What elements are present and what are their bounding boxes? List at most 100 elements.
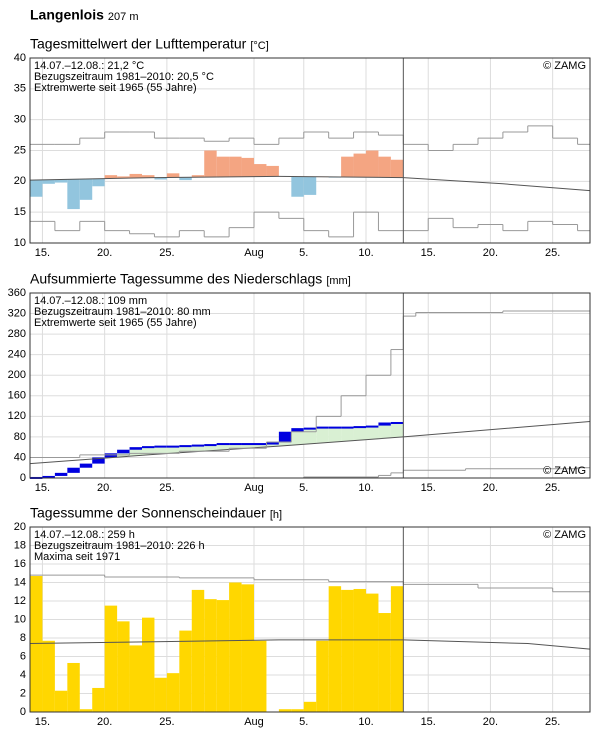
x-tick-label: 20. [97, 247, 112, 259]
daily-increment [67, 467, 80, 473]
y-tick-label: 12 [14, 595, 26, 607]
y-tick-label: 2 [20, 687, 26, 699]
daily-increment [79, 463, 93, 468]
excess-area [303, 427, 317, 444]
x-tick-label: 15. [421, 482, 436, 494]
bar [229, 582, 242, 712]
y-tick-label: 10 [14, 613, 26, 625]
anomaly-bar [254, 164, 267, 177]
reference-text: Bezugszeitraum 1981–2010: 20,5 °C [34, 71, 214, 83]
excess-area [390, 421, 404, 438]
y-tick-label: 200 [8, 369, 26, 381]
daily-increment [241, 443, 254, 446]
x-tick-label: Aug [244, 247, 264, 259]
anomaly-bar [204, 150, 217, 178]
bar [366, 593, 379, 712]
daily-increment [266, 442, 279, 445]
daily-increment [179, 445, 192, 448]
x-tick-label: 5. [299, 247, 308, 259]
station-name: Langenlois [30, 7, 104, 23]
excess-area [142, 446, 155, 455]
x-tick-label: 5. [299, 482, 308, 494]
x-tick-label: 20. [97, 482, 112, 494]
bar [54, 690, 68, 712]
anomaly-bar [341, 156, 354, 178]
panel-title: Aufsummierte Tagessumme des Niederschlag… [30, 271, 322, 287]
daily-increment [92, 457, 105, 464]
x-tick-label: 25. [159, 482, 174, 494]
bar [278, 709, 292, 712]
excess-area [341, 426, 354, 442]
anomaly-bar [229, 156, 242, 177]
excess-area [129, 447, 142, 456]
x-tick-label: 5. [299, 716, 308, 728]
plot-area [30, 293, 590, 478]
x-tick-label: 25. [545, 716, 560, 728]
extremes-text: Maxima seit 1971 [34, 551, 120, 563]
bar [241, 584, 254, 712]
unit: [°C] [250, 40, 268, 52]
excess-area [366, 425, 379, 440]
anomaly-bar [129, 173, 142, 179]
panel-title: Tagesmittelwert der Lufttemperatur [30, 36, 247, 52]
anomaly-bar [241, 157, 254, 177]
extremes-text: Extremwerte seit 1965 (55 Jahre) [34, 317, 197, 329]
plot-frame [29, 526, 591, 713]
y-tick-label: 20 [14, 521, 26, 533]
reference-line [29, 420, 591, 465]
daily-increment [129, 447, 142, 450]
bar [129, 645, 142, 712]
reference-text: Bezugszeitraum 1981–2010: 226 h [34, 540, 205, 552]
daily-increment [366, 425, 379, 428]
bar [191, 589, 205, 712]
bar [142, 617, 155, 712]
anomaly-bar [216, 156, 230, 177]
anomaly-bar [166, 173, 180, 178]
excess-area [179, 445, 192, 453]
y-tick-label: 16 [14, 558, 26, 570]
y-tick-label: 160 [8, 390, 26, 402]
y-tick-label: 40 [14, 451, 26, 463]
excess-area [191, 444, 205, 452]
anomaly-bar [266, 165, 279, 177]
unit: [mm] [326, 275, 350, 287]
anomaly-bar [378, 156, 391, 178]
daily-increment [353, 426, 366, 429]
bar [179, 630, 192, 712]
copyright: © ZAMG [543, 465, 586, 477]
bar [316, 640, 329, 712]
bar [92, 687, 105, 712]
daily-increment [328, 426, 342, 429]
y-tick-label: 280 [8, 328, 26, 340]
daily-increment [42, 475, 55, 478]
bar [390, 586, 404, 712]
anomaly-bar [42, 179, 55, 184]
y-tick-label: 8 [20, 632, 26, 644]
bar [353, 588, 366, 712]
bar [254, 640, 267, 712]
daily-increment [303, 427, 317, 430]
anomaly-bar [154, 177, 167, 180]
summary: 14.07.–12.08.: 21,2 °C [34, 60, 144, 72]
y-tick-label: 80 [14, 431, 26, 443]
reference-text: Bezugszeitraum 1981–2010: 80 mm [34, 306, 211, 318]
daily-increment [154, 445, 167, 448]
daily-increment [254, 443, 267, 446]
x-tick-label: 25. [159, 247, 174, 259]
x-tick-label: 25. [545, 482, 560, 494]
bar [79, 709, 93, 712]
plot-frame [29, 292, 591, 479]
bar [30, 576, 43, 712]
anomaly-bar [92, 178, 105, 187]
daily-increment [166, 445, 180, 448]
x-tick-label: 15. [421, 247, 436, 259]
excess-area [291, 428, 304, 445]
x-tick-label: 25. [159, 716, 174, 728]
plot-frame [29, 57, 591, 244]
bar [67, 662, 80, 712]
anomaly-bar [303, 176, 317, 195]
y-tick-label: 4 [20, 669, 26, 681]
excess-area [241, 443, 254, 449]
bar [166, 673, 180, 712]
